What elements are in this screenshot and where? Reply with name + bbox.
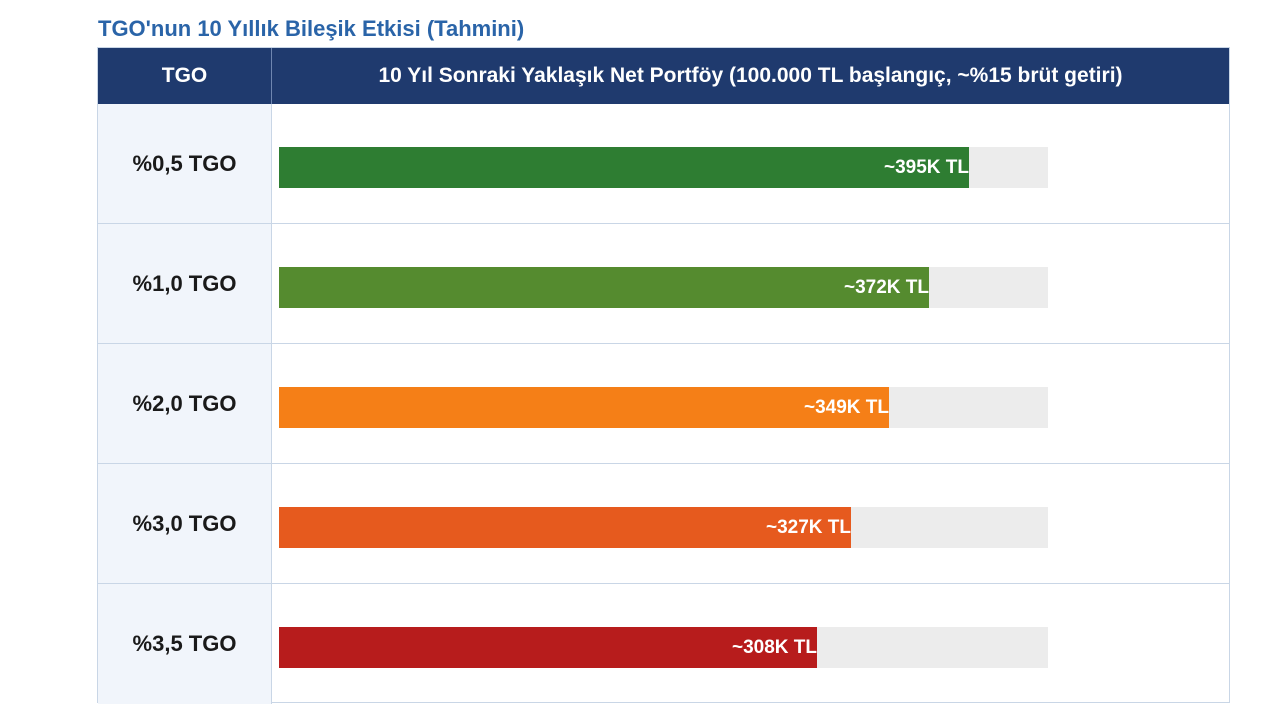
bar-track: ~308K TL bbox=[279, 627, 1048, 668]
bar-value-label: ~395K TL bbox=[883, 156, 969, 178]
table-row: %2,0 TGO ~349K TL bbox=[98, 344, 1229, 464]
bar-value-label: ~308K TL bbox=[731, 636, 817, 658]
header-tgo: TGO bbox=[98, 48, 272, 104]
bar-track: ~327K TL bbox=[279, 507, 1048, 548]
category-label: %3,5 TGO bbox=[98, 584, 272, 704]
bar-value-label: ~349K TL bbox=[803, 396, 889, 418]
bar-track: ~349K TL bbox=[279, 387, 1048, 428]
bar-cell: ~308K TL bbox=[272, 584, 1229, 704]
bar bbox=[279, 147, 969, 188]
category-label: %3,0 TGO bbox=[98, 464, 272, 583]
bar bbox=[279, 627, 817, 668]
category-label: %1,0 TGO bbox=[98, 224, 272, 343]
table-row: %0,5 TGO ~395K TL bbox=[98, 104, 1229, 224]
bar-cell: ~372K TL bbox=[272, 224, 1229, 343]
bar-value-label: ~327K TL bbox=[765, 516, 851, 538]
category-label: %2,0 TGO bbox=[98, 344, 272, 463]
chart-table: TGO 10 Yıl Sonraki Yaklaşık Net Portföy … bbox=[97, 47, 1230, 704]
category-label: %0,5 TGO bbox=[98, 104, 272, 223]
table-row: %3,5 TGO ~308K TL bbox=[98, 584, 1229, 704]
table-row: %1,0 TGO ~372K TL bbox=[98, 224, 1229, 344]
bar-value-label: ~372K TL bbox=[843, 276, 929, 298]
bar bbox=[279, 387, 889, 428]
chart-title: TGO'nun 10 Yıllık Bileşik Etkisi (Tahmin… bbox=[98, 16, 525, 41]
bar-cell: ~349K TL bbox=[272, 344, 1229, 463]
table-rows: %0,5 TGO ~395K TL %1,0 TGO ~372K TL %2,0 TGO… bbox=[98, 104, 1229, 704]
bar bbox=[279, 507, 851, 548]
header-portfolio: 10 Yıl Sonraki Yaklaşık Net Portföy (100… bbox=[378, 64, 1123, 87]
bar bbox=[279, 267, 929, 308]
table-row: %3,0 TGO ~327K TL bbox=[98, 464, 1229, 584]
bar-cell: ~327K TL bbox=[272, 464, 1229, 583]
table-header: TGO 10 Yıl Sonraki Yaklaşık Net Portföy … bbox=[98, 48, 1229, 104]
bar-cell: ~395K TL bbox=[272, 104, 1229, 223]
bar-track: ~395K TL bbox=[279, 147, 1048, 188]
bar-track: ~372K TL bbox=[279, 267, 1048, 308]
